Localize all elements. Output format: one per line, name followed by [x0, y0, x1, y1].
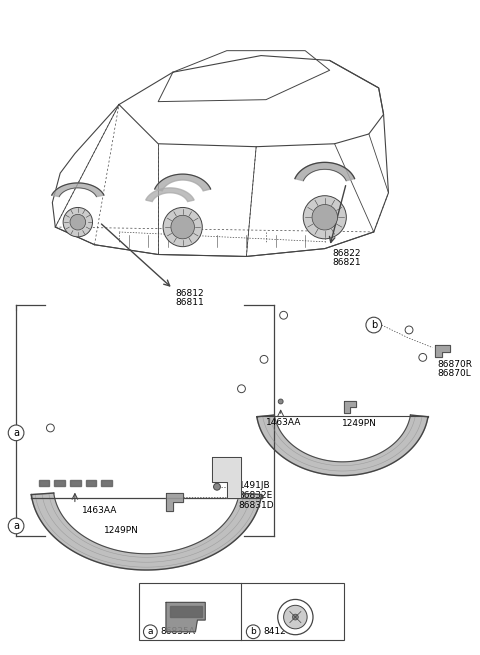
Text: 86870L: 86870L — [437, 369, 471, 377]
Text: 84124A: 84124A — [263, 627, 298, 636]
Polygon shape — [166, 493, 183, 512]
Circle shape — [70, 214, 85, 230]
Text: 86822: 86822 — [333, 249, 361, 258]
Polygon shape — [344, 402, 356, 413]
Text: b: b — [371, 320, 377, 330]
Text: 1463AA: 1463AA — [266, 418, 301, 426]
Text: 1249PN: 1249PN — [342, 419, 377, 428]
Circle shape — [144, 625, 157, 639]
Text: 86812: 86812 — [176, 290, 204, 298]
Text: 1463AA: 1463AA — [82, 506, 117, 515]
Text: a: a — [13, 428, 19, 438]
Text: 86832E: 86832E — [239, 491, 273, 500]
Circle shape — [260, 356, 268, 364]
Circle shape — [63, 208, 93, 237]
Circle shape — [171, 215, 194, 239]
Circle shape — [278, 399, 283, 404]
Polygon shape — [155, 174, 211, 191]
Text: 86870R: 86870R — [437, 360, 472, 369]
Polygon shape — [257, 415, 428, 476]
Circle shape — [163, 208, 202, 247]
Polygon shape — [38, 480, 49, 486]
Text: 86811: 86811 — [176, 298, 204, 307]
Polygon shape — [146, 188, 194, 202]
Circle shape — [366, 317, 382, 333]
Circle shape — [8, 425, 24, 441]
Circle shape — [280, 311, 288, 319]
Circle shape — [405, 326, 413, 334]
Circle shape — [419, 354, 427, 362]
Circle shape — [303, 196, 347, 239]
Circle shape — [246, 625, 260, 639]
Text: 86835A: 86835A — [160, 627, 195, 636]
Circle shape — [47, 424, 54, 432]
Circle shape — [238, 385, 245, 392]
Text: 1491JB: 1491JB — [239, 481, 270, 490]
Polygon shape — [52, 183, 104, 196]
Polygon shape — [70, 480, 81, 486]
Polygon shape — [31, 493, 262, 570]
Polygon shape — [212, 457, 241, 498]
Text: a: a — [13, 521, 19, 531]
Circle shape — [312, 204, 337, 230]
Text: 86821: 86821 — [333, 258, 361, 267]
Circle shape — [8, 518, 24, 534]
Text: 86831D: 86831D — [239, 501, 274, 510]
Polygon shape — [295, 162, 355, 181]
Polygon shape — [170, 607, 202, 617]
Circle shape — [292, 614, 298, 620]
Polygon shape — [54, 480, 65, 486]
Polygon shape — [101, 480, 112, 486]
Circle shape — [278, 599, 313, 635]
Polygon shape — [166, 603, 205, 632]
Circle shape — [284, 605, 307, 629]
Polygon shape — [85, 480, 96, 486]
Text: 1249PN: 1249PN — [104, 527, 139, 535]
Polygon shape — [434, 345, 450, 358]
Text: b: b — [251, 627, 256, 636]
Text: a: a — [147, 627, 153, 636]
Circle shape — [214, 483, 220, 490]
FancyBboxPatch shape — [139, 583, 344, 640]
